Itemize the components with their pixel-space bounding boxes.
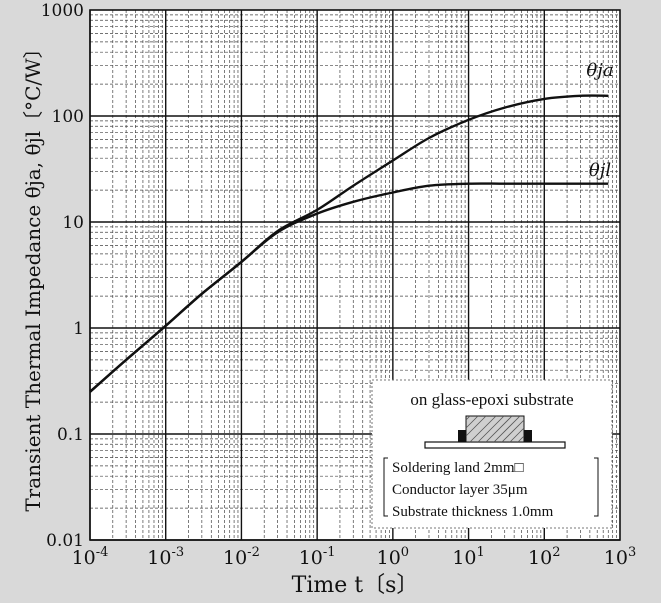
x-tick-label: 10-2	[223, 545, 260, 569]
y-tick-label: 10	[62, 213, 84, 233]
package-hatch	[465, 415, 525, 443]
x-tick-label: 10-4	[72, 545, 109, 569]
y-tick-label: 1	[73, 319, 84, 339]
annotation-title: on glass-epoxi substrate	[410, 390, 573, 409]
plot-frame	[89, 9, 621, 541]
y-tick-labels: 0.01 0.1 1 10 100 1000	[41, 1, 84, 551]
x-tick-label: 10-3	[147, 545, 184, 569]
series-label-theta-jl: θjl	[589, 160, 611, 181]
package-body	[465, 415, 525, 443]
y-tick-label: 0.1	[57, 425, 84, 445]
series-labels: θja θjl	[586, 60, 613, 181]
y-tick-label: 0.01	[46, 531, 84, 551]
annotation-line-2: Conductor layer 35μm	[392, 482, 528, 498]
x-tick-label: 102	[528, 545, 560, 569]
package-cross-section-diagram	[424, 415, 566, 449]
y-tick-label: 1000	[41, 1, 84, 21]
annotation-line-3: Substrate thickness 1.0mm	[392, 504, 554, 520]
x-tick-label: 10-1	[299, 545, 336, 569]
x-tick-label: 101	[452, 545, 484, 569]
y-tick-label: 100	[52, 107, 84, 127]
series-label-theta-ja: θja	[586, 60, 613, 81]
annotation-bracket-left	[383, 457, 388, 517]
x-axis-title: Time t〔s〕	[292, 573, 419, 598]
annotation-line-1: Soldering land 2mm□	[392, 460, 524, 476]
x-tick-label: 103	[604, 545, 636, 569]
series-layer	[89, 94, 609, 393]
substrate-plate	[424, 441, 566, 449]
annotation-box	[371, 379, 613, 529]
y-axis-title: Transient Thermal Impedance θja, θjl〔°C/…	[21, 38, 45, 511]
substrate-annotation: on glass-epoxi substrate Soldering land …	[371, 379, 613, 529]
x-tick-label: 100	[377, 545, 409, 569]
series-line-theta-jl	[89, 182, 609, 393]
x-tick-labels: 10-4 10-3 10-2 10-1 100 101 102 103	[72, 545, 637, 569]
annotation-bracket-right	[594, 457, 599, 517]
